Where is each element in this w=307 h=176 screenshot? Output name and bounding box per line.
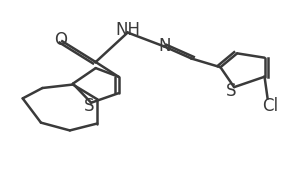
Text: S: S <box>226 82 236 100</box>
Text: S: S <box>84 97 95 115</box>
Text: Cl: Cl <box>262 97 279 115</box>
Text: N: N <box>158 37 170 55</box>
Text: NH: NH <box>115 21 140 39</box>
Text: O: O <box>54 31 67 49</box>
